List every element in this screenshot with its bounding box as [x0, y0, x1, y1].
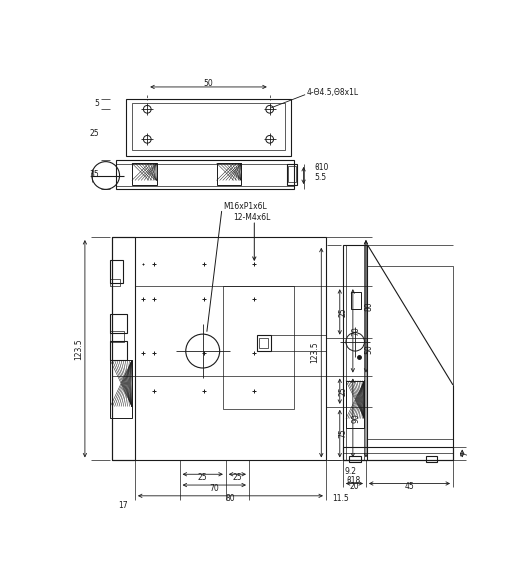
- Text: 9.2: 9.2: [344, 467, 356, 475]
- Text: 45: 45: [405, 482, 414, 491]
- Text: 7: 7: [461, 451, 470, 456]
- Text: 17: 17: [118, 501, 128, 509]
- Bar: [257, 335, 271, 351]
- Text: 90: 90: [352, 413, 360, 423]
- Bar: [112, 237, 135, 460]
- Bar: [426, 456, 437, 462]
- Text: 12-M4x6L: 12-M4x6L: [233, 213, 270, 222]
- Bar: [110, 341, 127, 360]
- Bar: [350, 292, 360, 309]
- Text: 25: 25: [338, 307, 347, 317]
- Text: 80: 80: [365, 302, 374, 311]
- Text: 123.5: 123.5: [74, 338, 83, 359]
- Text: 25: 25: [90, 129, 100, 138]
- Text: 5.5: 5.5: [315, 173, 327, 182]
- Text: 25: 25: [198, 473, 208, 482]
- Text: 25: 25: [232, 473, 242, 482]
- Text: 25: 25: [338, 387, 347, 396]
- Text: ϐ18: ϐ18: [346, 476, 360, 485]
- Text: M16xP1x6L: M16xP1x6L: [223, 202, 267, 211]
- Bar: [367, 267, 453, 439]
- Text: 70: 70: [209, 484, 219, 493]
- Bar: [223, 286, 294, 409]
- Text: 80: 80: [226, 494, 235, 503]
- Bar: [110, 260, 123, 283]
- Bar: [343, 447, 453, 460]
- Text: 11.5: 11.5: [332, 494, 349, 503]
- Text: 75: 75: [338, 429, 347, 439]
- Bar: [217, 163, 241, 185]
- Text: 123.5: 123.5: [310, 342, 320, 364]
- Bar: [346, 245, 364, 460]
- Text: 70: 70: [352, 326, 360, 336]
- Text: 50: 50: [203, 78, 213, 88]
- Text: 50: 50: [365, 344, 374, 354]
- Text: 4-Θ4.5,Θ8x1L: 4-Θ4.5,Θ8x1L: [307, 88, 359, 97]
- Bar: [288, 166, 296, 182]
- Bar: [132, 103, 285, 150]
- Bar: [126, 99, 291, 156]
- Bar: [110, 331, 124, 342]
- Text: 5: 5: [95, 99, 100, 108]
- Bar: [346, 381, 364, 428]
- Bar: [116, 160, 295, 189]
- Bar: [110, 279, 120, 286]
- Text: ϐ10: ϐ10: [315, 163, 329, 173]
- Bar: [259, 339, 268, 348]
- Bar: [349, 456, 362, 462]
- Bar: [110, 360, 132, 418]
- Bar: [112, 237, 326, 460]
- Bar: [132, 163, 157, 185]
- Bar: [110, 314, 127, 334]
- Text: 35: 35: [90, 170, 100, 179]
- Bar: [343, 245, 367, 460]
- Text: 20: 20: [349, 482, 359, 491]
- Bar: [287, 164, 297, 185]
